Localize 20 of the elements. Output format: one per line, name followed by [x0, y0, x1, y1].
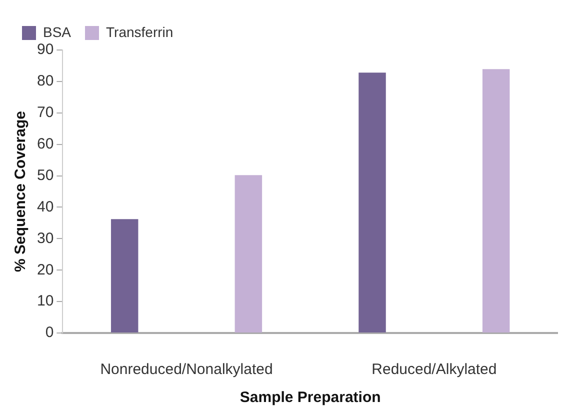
legend-label: Transferrin — [106, 24, 174, 40]
y-tick-label: 60 — [36, 135, 54, 152]
bar — [358, 72, 386, 332]
y-tick-label: 0 — [45, 324, 54, 342]
y-tick-label: 20 — [36, 261, 54, 278]
bar — [234, 175, 262, 332]
y-tick-label: 90 — [36, 41, 54, 58]
legend-label: BSA — [43, 24, 72, 40]
bar — [482, 69, 510, 332]
y-tick-label: 10 — [36, 292, 54, 310]
y-tick-label: 70 — [36, 104, 54, 122]
y-tick-label: 50 — [36, 166, 54, 184]
bar — [110, 219, 138, 332]
y-axis-title: % Sequence Coverage — [12, 111, 30, 272]
y-tick-label: 40 — [36, 198, 54, 216]
y-tick-label: 80 — [36, 72, 54, 90]
y-tick-label: 30 — [36, 230, 54, 247]
x-tick-label: Nonreduced/Nonalkylated — [100, 361, 273, 378]
x-tick-label: Reduced/Alkylated — [372, 361, 497, 378]
x-axis-title: Sample Preparation — [240, 389, 381, 406]
